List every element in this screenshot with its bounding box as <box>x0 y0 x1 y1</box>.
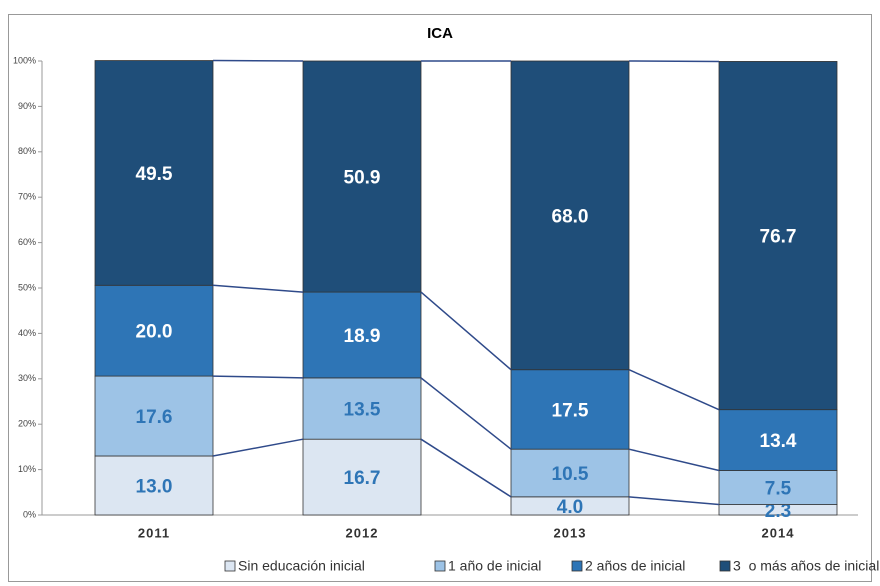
bar-segment <box>94 284 214 377</box>
series-line <box>212 438 304 457</box>
bar-segment <box>94 375 214 457</box>
legend-label: Sin educación inicial <box>238 558 365 574</box>
y-tick-label: 100% <box>13 55 36 65</box>
value-label: 76.7 <box>760 227 797 248</box>
bar-segment <box>302 291 422 379</box>
series-line <box>628 369 720 411</box>
series-line <box>212 284 304 293</box>
value-label: 49.5 <box>136 164 173 185</box>
legend-label: 3 o más años de inicial <box>733 558 879 574</box>
value-label: 10.5 <box>552 464 589 485</box>
bar-segment <box>302 60 422 293</box>
bar-segment <box>94 455 214 516</box>
value-label: 16.7 <box>344 468 381 489</box>
legend-label: 1 año de inicial <box>448 558 541 574</box>
legend-swatch <box>224 560 236 572</box>
legend-swatch <box>571 560 583 572</box>
legend-label: 2 años de inicial <box>585 558 685 574</box>
bar-segment <box>94 60 214 286</box>
bar-segment <box>302 377 422 440</box>
legend-swatch <box>719 560 731 572</box>
bar-segment <box>510 60 630 371</box>
value-label: 13.5 <box>344 400 381 421</box>
value-label: 13.0 <box>136 477 173 498</box>
chart-title: ICA <box>427 25 453 42</box>
series-line <box>628 448 720 472</box>
y-tick-label: 50% <box>18 282 36 292</box>
y-tick-label: 0% <box>23 509 36 519</box>
x-tick-label: 2011 <box>138 525 170 540</box>
value-label: 20.0 <box>136 322 173 343</box>
bar-segment <box>718 470 838 505</box>
bar-segment <box>718 409 838 471</box>
series-line <box>628 496 720 506</box>
y-tick-label: 20% <box>18 419 36 429</box>
value-label: 7.5 <box>765 479 792 500</box>
series-line <box>420 438 512 498</box>
y-tick-label: 40% <box>18 328 36 338</box>
x-tick-label: 2013 <box>554 525 587 540</box>
series-line <box>420 377 512 450</box>
value-label: 68.0 <box>552 206 589 227</box>
y-tick-label: 80% <box>18 146 36 156</box>
value-label: 18.9 <box>344 326 381 347</box>
x-tick-label: 2012 <box>346 525 379 540</box>
y-tick-label: 10% <box>18 464 36 474</box>
bar-segment <box>718 61 838 411</box>
value-label: 2.3 <box>765 501 791 522</box>
y-tick-label: 30% <box>18 373 36 383</box>
value-label: 17.5 <box>552 400 589 421</box>
value-label: 50.9 <box>344 168 381 189</box>
y-tick-label: 70% <box>18 192 36 202</box>
y-tick-label: 60% <box>18 237 36 247</box>
series-line <box>420 291 512 371</box>
value-label: 4.0 <box>557 497 583 518</box>
value-label: 17.6 <box>136 407 173 428</box>
y-tick-label: 90% <box>18 101 36 111</box>
bar-segment <box>302 438 422 516</box>
x-tick-label: 2014 <box>762 525 795 540</box>
bar-segment <box>510 448 630 498</box>
series-line <box>212 375 304 379</box>
value-label: 13.4 <box>760 431 797 452</box>
legend-swatch <box>434 560 446 572</box>
bar-segment <box>510 369 630 450</box>
